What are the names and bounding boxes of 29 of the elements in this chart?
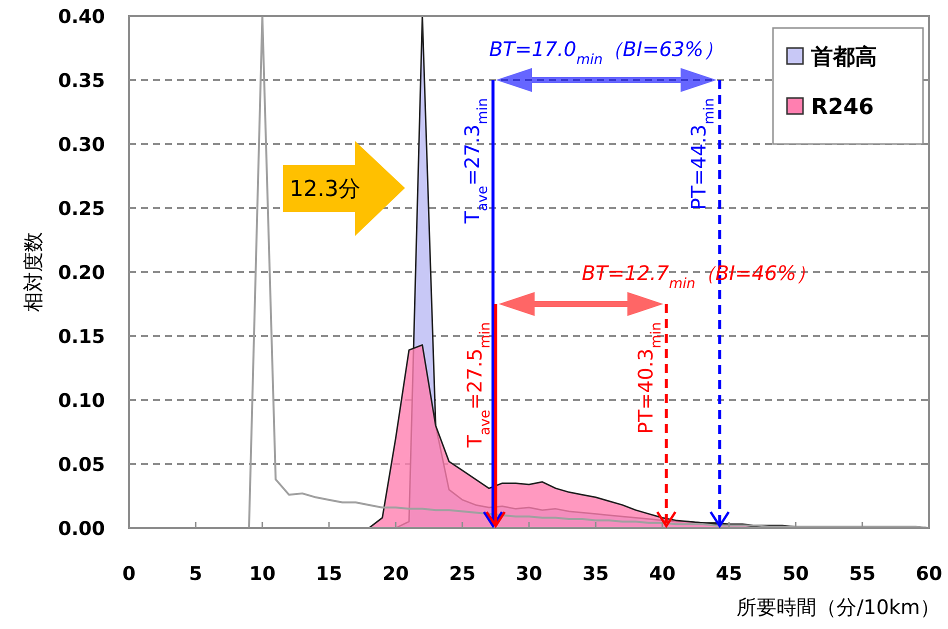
y-tick-label: 0.30 xyxy=(58,134,105,156)
annotation: BT=12.7$_{min}$（BI=46%） xyxy=(582,261,816,292)
x-tick-label: 20 xyxy=(382,563,409,585)
x-tick-label: 30 xyxy=(516,563,542,585)
legend-label: R246 xyxy=(811,95,874,120)
y-tick-label: 0.15 xyxy=(58,326,105,348)
x-axis-title: 所要時間（分/10km） xyxy=(736,595,940,619)
x-tick-label: 10 xyxy=(249,563,276,585)
y-tick-label: 0.00 xyxy=(58,518,105,540)
annotation: BT=17.0$_{min}$（BI=63%） xyxy=(489,37,724,68)
x-tick-label: 50 xyxy=(782,563,809,585)
x-tick-label: 5 xyxy=(189,563,202,585)
y-axis-title: 相対度数 xyxy=(21,232,45,312)
annotation: 12.3分 xyxy=(290,177,360,202)
y-tick-label: 0.40 xyxy=(58,6,105,28)
y-tick-label: 0.05 xyxy=(58,454,105,476)
x-tick-label: 55 xyxy=(849,563,876,585)
x-tick-label: 25 xyxy=(449,563,476,585)
legend-label: 首都高 xyxy=(810,44,877,70)
x-tick-label: 60 xyxy=(916,563,942,585)
x-tick-label: 15 xyxy=(316,563,342,585)
x-tick-label: 40 xyxy=(649,563,676,585)
y-tick-label: 0.25 xyxy=(58,198,105,220)
x-tick-label: 45 xyxy=(716,563,742,585)
x-tick-label: 35 xyxy=(582,563,609,585)
y-tick-label: 0.10 xyxy=(58,390,105,412)
y-tick-label: 0.35 xyxy=(58,70,105,92)
x-tick-label: 0 xyxy=(122,563,136,585)
y-tick-label: 0.20 xyxy=(58,262,105,284)
